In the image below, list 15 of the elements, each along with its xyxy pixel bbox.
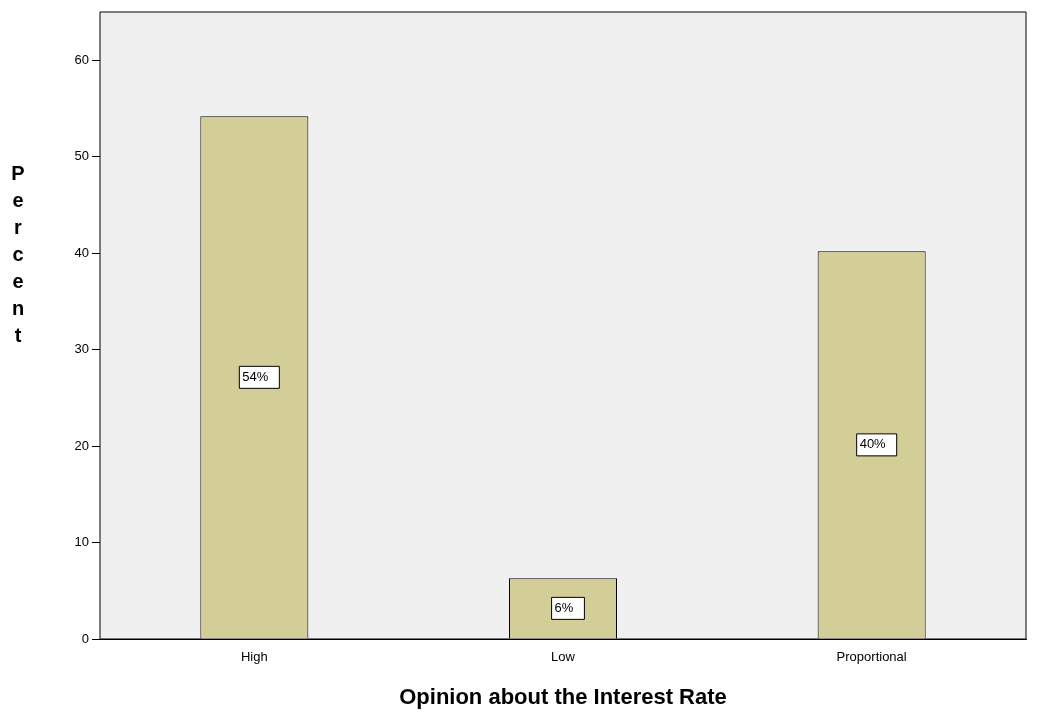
data-label: 54% bbox=[242, 368, 269, 384]
y-tick-label: 40 bbox=[74, 244, 89, 260]
x-axis-title: Opinion about the Interest Rate bbox=[399, 683, 727, 709]
y-tick-label: 30 bbox=[74, 341, 89, 357]
y-tick-label: 10 bbox=[74, 534, 89, 550]
y-axis-title: Percent bbox=[10, 161, 26, 348]
data-label: 40% bbox=[859, 436, 887, 452]
x-tick-label: Low bbox=[551, 649, 576, 665]
x-tick-label: Proportional bbox=[836, 649, 907, 665]
y-tick-label: 0 bbox=[81, 630, 89, 646]
data-label: 6% bbox=[554, 599, 574, 615]
y-tick-label: 50 bbox=[74, 148, 89, 164]
y-tick-label: 60 bbox=[74, 51, 89, 67]
x-tick-label: High bbox=[240, 649, 268, 665]
y-tick-label: 20 bbox=[74, 437, 89, 453]
